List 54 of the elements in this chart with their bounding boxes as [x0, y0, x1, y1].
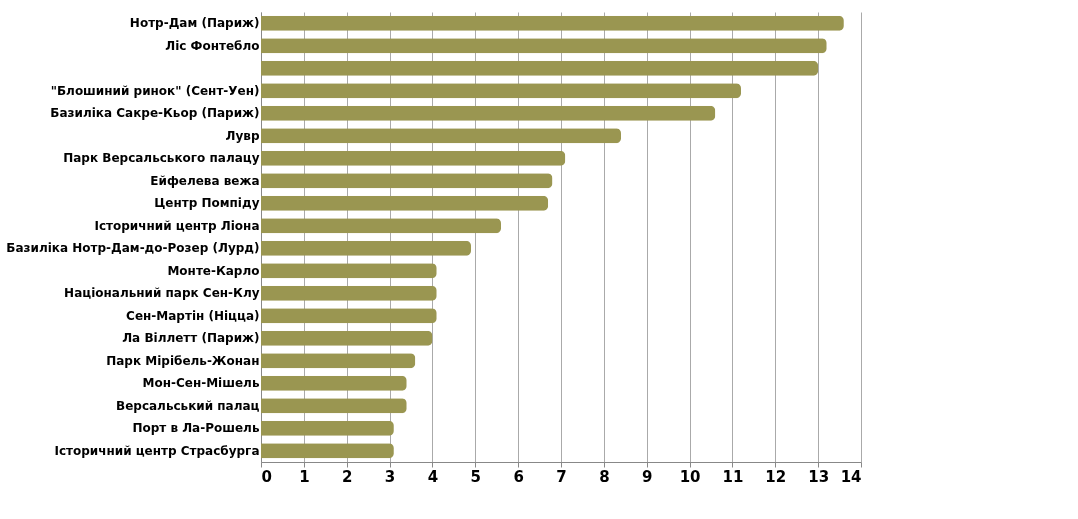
- bar: [261, 15, 844, 31]
- x-tick-label: 12: [765, 467, 787, 486]
- x-tick-label: 11: [722, 467, 744, 486]
- x-tick-label: 3: [384, 467, 396, 486]
- bar: [261, 443, 394, 459]
- bar: [261, 150, 566, 166]
- y-tick-label: Базиліка Нотр-Дам-до-Розер (Лурд): [6, 241, 260, 256]
- x-tick-label: 4: [427, 467, 439, 486]
- bar: [261, 105, 716, 121]
- bar: [261, 128, 621, 144]
- bar: [261, 398, 407, 414]
- bar: [261, 60, 819, 76]
- x-tick-label: 1: [299, 467, 310, 486]
- x-tick-label: 14: [840, 467, 862, 486]
- bar: [261, 330, 433, 346]
- bar: [261, 263, 437, 279]
- x-tick-label: 10: [679, 467, 701, 486]
- bar: [261, 353, 416, 369]
- x-tick-label: 9: [642, 467, 653, 486]
- y-tick-label: Мон-Сен-Мішель: [142, 376, 260, 391]
- bar: [261, 375, 407, 391]
- x-tick-label: 7: [556, 467, 567, 486]
- bar: [261, 240, 471, 256]
- y-tick-label: Парк Мірібель-Жонан: [106, 353, 260, 368]
- x-tick-label: 5: [470, 467, 481, 486]
- x-tick-label: 8: [599, 467, 610, 486]
- x-tick-label: 2: [342, 467, 353, 486]
- bar: [261, 420, 394, 436]
- x-tick-label: 6: [513, 467, 524, 486]
- bar: [261, 218, 501, 234]
- y-tick-label: Версальський палац: [116, 398, 260, 413]
- y-tick-label: Лувр: [225, 128, 260, 143]
- y-tick-label: Ейфелева вежа: [150, 173, 260, 188]
- x-tick-label: 13: [808, 467, 830, 486]
- y-tick-label: Історичний центр Страсбурга: [54, 443, 260, 458]
- y-tick-label: "Блошиний ринок" (Сент-Уен): [50, 83, 260, 98]
- bar: [261, 308, 437, 324]
- bar: [261, 83, 741, 99]
- y-tick-label: Порт в Ла-Рошель: [132, 421, 260, 436]
- y-tick-label: Монте-Карло: [167, 263, 260, 278]
- y-tick-label: Центр Помпіду: [154, 196, 260, 211]
- bar: [261, 173, 553, 189]
- bar: [261, 195, 549, 211]
- x-tick-label: 0: [261, 467, 272, 486]
- y-tick-label: Історичний центр Ліона: [94, 218, 260, 233]
- y-tick-label: Сен-Мартін (Ніцца): [126, 308, 260, 323]
- y-tick-label: Базиліка Сакре-Кьор (Париж): [50, 106, 260, 121]
- y-tick-label: Нотр-Дам (Париж): [129, 16, 260, 31]
- y-tick-label: Ла Віллетт (Париж): [122, 331, 260, 346]
- y-tick-label: Ліс Фонтебло: [165, 38, 260, 53]
- bar: [261, 38, 827, 54]
- y-tick-label: Національний парк Сен-Клу: [64, 286, 260, 301]
- y-tick-label: Парк Версальського палацу: [63, 151, 260, 166]
- bar: [261, 285, 437, 301]
